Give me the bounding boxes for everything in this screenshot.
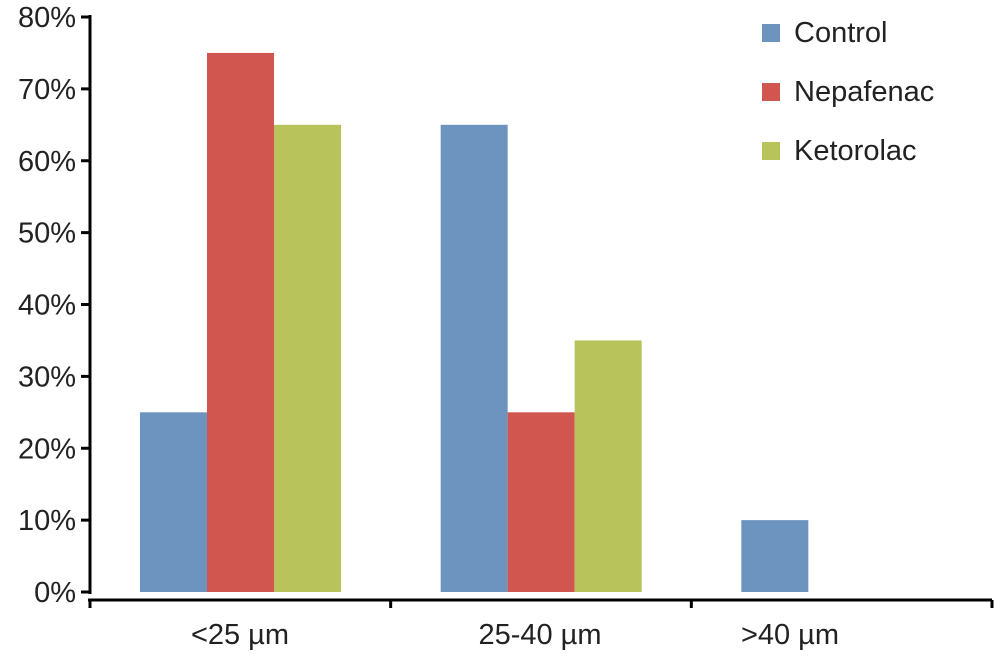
y-tick-label: 0% bbox=[34, 577, 76, 609]
legend-swatch-nepafenac bbox=[762, 83, 780, 101]
y-tick-label: 50% bbox=[18, 218, 76, 250]
y-tick-label: 30% bbox=[18, 361, 76, 393]
bars-group bbox=[140, 52, 809, 592]
bar-nepafenac-1 bbox=[507, 412, 575, 592]
legend-swatch-control bbox=[762, 24, 780, 42]
x-category-label: <25 µm bbox=[191, 619, 289, 651]
bar-ketorolac-1 bbox=[574, 340, 642, 592]
y-tick-label: 60% bbox=[18, 146, 76, 178]
legend-label-nepafenac: Nepafenac bbox=[794, 76, 934, 108]
y-tick-label: 70% bbox=[18, 74, 76, 106]
bar-ketorolac-0 bbox=[274, 124, 341, 592]
y-tick-label: 80% bbox=[18, 2, 76, 34]
legend-swatch-ketorolac bbox=[762, 142, 780, 160]
x-category-label: 25-40 µm bbox=[478, 619, 601, 651]
legend-label-control: Control bbox=[794, 17, 888, 49]
bar-control-1 bbox=[440, 124, 508, 592]
y-tick-label: 40% bbox=[18, 290, 76, 322]
y-tick-label: 20% bbox=[18, 433, 76, 465]
bar-control-0 bbox=[140, 412, 207, 592]
y-axis-ticks: 0% 10% 20% 30% 40% 50% 60% 70% 80% bbox=[18, 2, 90, 609]
legend-label-ketorolac: Ketorolac bbox=[794, 135, 917, 167]
y-tick-label: 10% bbox=[18, 505, 76, 537]
legend: Control Nepafenac Ketorolac bbox=[762, 17, 934, 167]
bar-nepafenac-0 bbox=[207, 52, 274, 592]
bar-control-2 bbox=[741, 520, 809, 592]
x-axis-categories: <25 µm 25-40 µm >40 µm bbox=[191, 619, 839, 651]
x-category-label: >40 µm bbox=[741, 619, 839, 651]
